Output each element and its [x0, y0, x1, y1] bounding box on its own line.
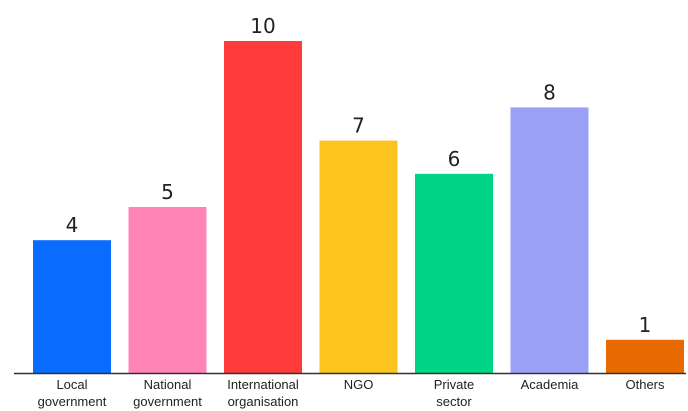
x-tick-label-line: Local	[56, 377, 87, 392]
data-label-5: 8	[543, 80, 556, 104]
data-label-4: 6	[448, 147, 461, 171]
x-tick-label-5: Academia	[521, 377, 580, 392]
x-tick-label-line: National	[144, 377, 192, 392]
x-tick-label-4: Private sector	[434, 377, 474, 409]
bar-1	[128, 207, 207, 373]
x-tick-label-line: government	[133, 394, 202, 409]
bar-6	[606, 339, 684, 373]
x-tick-label-line: Others	[625, 377, 665, 392]
data-label-2: 10	[250, 14, 275, 38]
x-tick-label-0: Local government	[38, 377, 107, 409]
x-tick-label-line: Private	[434, 377, 474, 392]
x-tick-label-line: NGO	[344, 377, 374, 392]
x-tick-label-line: International	[227, 377, 299, 392]
x-tick-label-line: Academia	[521, 377, 580, 392]
bar-4	[415, 173, 493, 373]
bar-5	[510, 107, 589, 374]
x-tick-label-line: government	[38, 394, 107, 409]
x-tick-label-3: NGO	[344, 377, 374, 392]
x-tick-label-line: organisation	[228, 394, 299, 409]
x-tick-label-6: Others	[625, 377, 665, 392]
data-label-6: 1	[639, 313, 652, 337]
x-tick-label-line: sector	[436, 394, 472, 409]
x-tick-label-1: National government	[133, 377, 202, 409]
bar-3	[319, 140, 398, 373]
x-tick-label-2: International organisation	[227, 377, 299, 409]
data-label-0: 4	[66, 213, 79, 237]
data-label-1: 5	[161, 180, 174, 204]
data-label-3: 7	[352, 114, 365, 138]
bar-0	[33, 240, 111, 373]
bar-2	[224, 41, 302, 373]
